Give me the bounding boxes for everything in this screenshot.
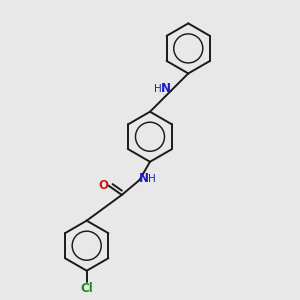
Text: H: H xyxy=(148,174,156,184)
Text: H: H xyxy=(154,84,162,94)
Text: N: N xyxy=(139,172,149,185)
Text: N: N xyxy=(161,82,171,95)
Text: O: O xyxy=(98,178,108,191)
Text: Cl: Cl xyxy=(80,282,93,295)
